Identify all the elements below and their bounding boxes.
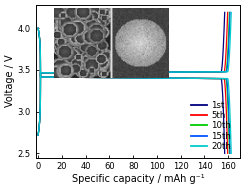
Legend: 1st, 5th, 10th, 15th, 20th: 1st, 5th, 10th, 15th, 20th [190, 100, 232, 152]
X-axis label: Specific capacity / mAh g⁻¹: Specific capacity / mAh g⁻¹ [72, 174, 204, 184]
Y-axis label: Voltage / V: Voltage / V [5, 55, 15, 108]
